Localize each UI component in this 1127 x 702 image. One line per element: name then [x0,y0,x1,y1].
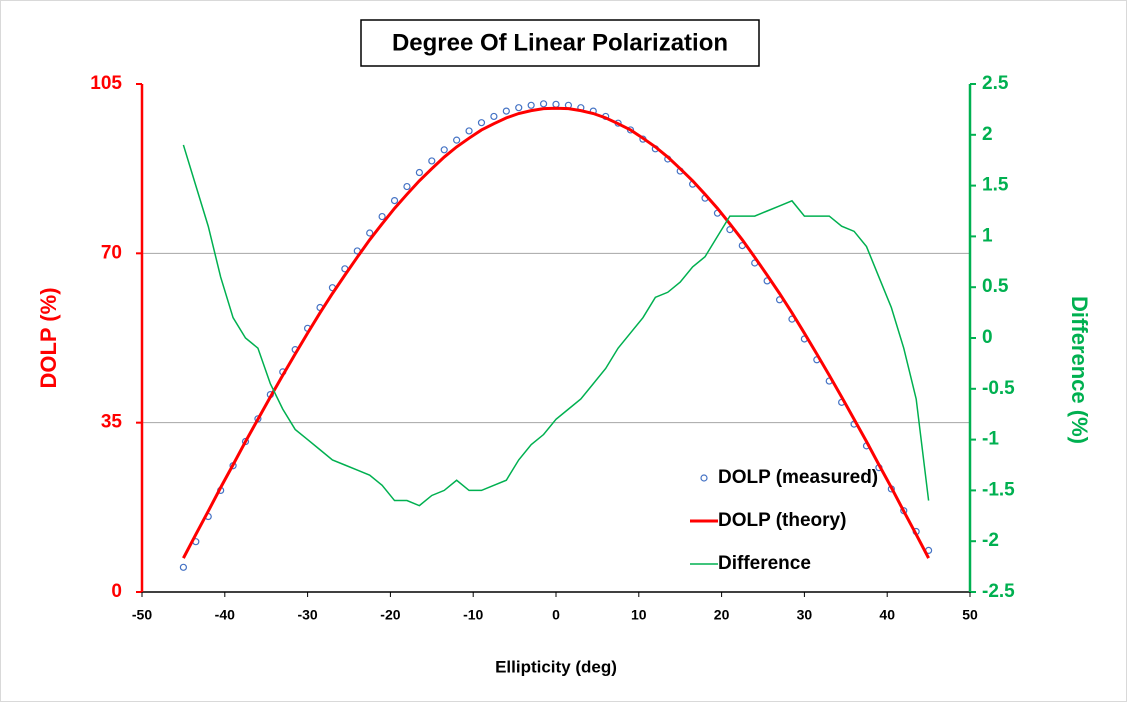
data-point [490,112,498,121]
x-tick-label: -50 [132,607,152,623]
legend-label: DOLP (measured) [718,467,878,488]
y2-tick-label: -0.5 [982,378,1015,399]
title-box [360,19,760,67]
data-point [453,136,461,144]
data-point [366,229,374,237]
y-axis-label: DOLP (%) [36,287,61,388]
x-tick-label: -30 [297,607,317,623]
data-point [539,100,548,108]
data-line [182,106,930,559]
chart-title: Degree Of Linear Polarization [392,29,728,56]
data-point [179,563,187,571]
data-point [477,119,486,127]
data-point [465,127,473,135]
y2-tick-label: 1.5 [982,175,1009,196]
x-tick-label: 10 [631,607,647,623]
data-point [502,107,510,115]
y2-tick-label: 0.5 [982,276,1009,297]
data-point [378,212,386,221]
data-point [390,196,399,205]
y2-tick-label: 0 [982,327,993,348]
y2-tick-label: 2.5 [982,73,1009,94]
y-tick-label: 35 [101,412,123,433]
legend-label: DOLP (theory) [718,510,846,531]
x-tick-label: 0 [552,607,560,623]
x-tick-label: -40 [215,607,235,623]
data-point [428,157,436,165]
data-point [415,168,423,177]
data-point [527,101,535,109]
x-tick-label: -20 [380,607,400,623]
y2-tick-label: 2 [982,124,993,145]
x-tick-label: 30 [797,607,813,623]
x-tick-label: -10 [463,607,483,623]
y2-tick-label: -2.5 [982,581,1015,602]
data-line [182,144,930,507]
x-axis-label: Ellipticity (deg) [495,657,617,676]
x-tick-label: 20 [714,607,730,623]
data-point [440,146,448,154]
y-tick-label: 0 [111,581,122,602]
x-tick-label: 40 [879,607,895,623]
legend-marker [700,474,708,482]
data-point [515,104,523,112]
legend-label: Difference [718,553,811,574]
y-tick-label: 70 [101,242,122,263]
y2-tick-label: -2 [982,530,999,551]
data-point [403,182,411,191]
x-tick-label: 50 [962,607,978,623]
y2-tick-label: -1.5 [982,479,1015,500]
y2-axis-label: Difference (%) [1067,296,1092,444]
y2-tick-label: -1 [982,429,999,450]
y-tick-label: 105 [90,73,122,94]
y2-tick-label: 1 [982,225,993,246]
